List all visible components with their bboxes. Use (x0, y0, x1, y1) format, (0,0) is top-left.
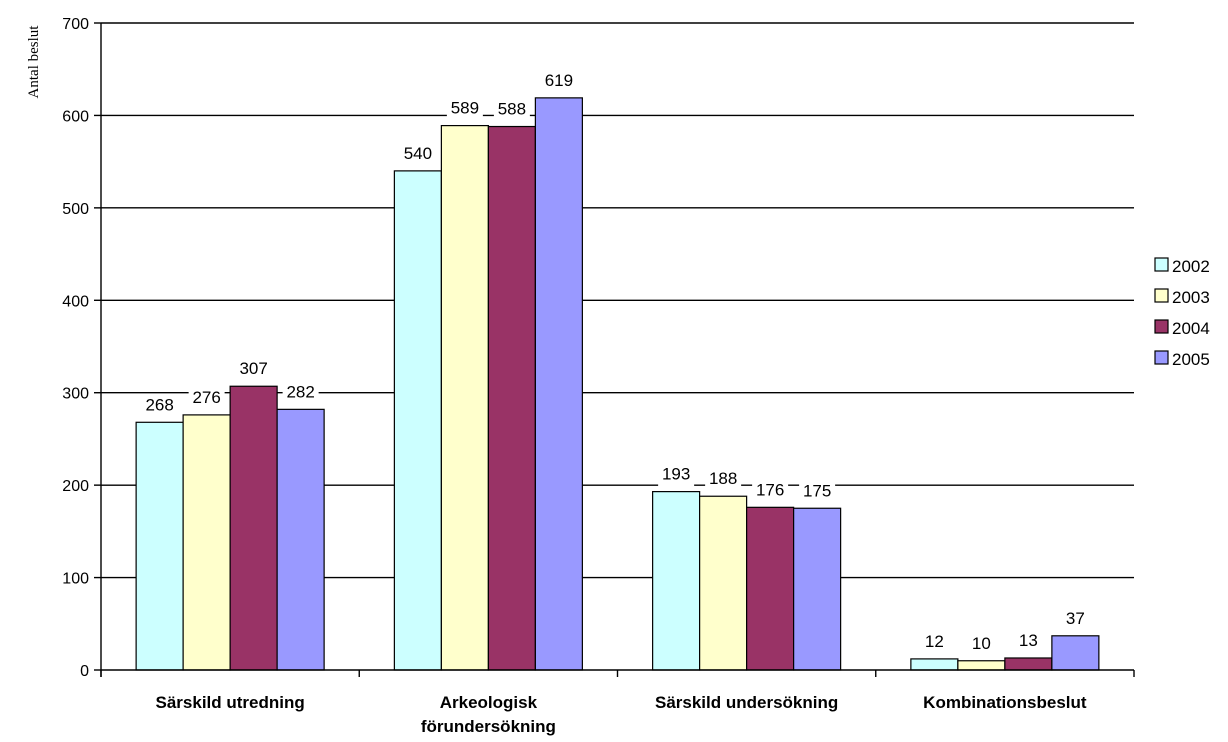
data-label-bg (446, 98, 483, 121)
data-label: 276 (192, 388, 220, 407)
data-label: 307 (239, 359, 267, 378)
legend-label: 2002 (1172, 257, 1210, 276)
x-category-label: Särskild undersökning (655, 693, 838, 712)
bar-2004 (1004, 657, 1053, 671)
data-labels: 268 276 307 282 540 589 588 619 193 188 176 175 12 10… (141, 70, 1094, 656)
bar-2002 (910, 658, 959, 671)
y-tick-label: 600 (62, 108, 89, 125)
bar-2003 (699, 495, 748, 671)
x-category-label: Kombinationsbeslut (923, 693, 1087, 712)
bar-2005 (534, 97, 583, 671)
data-label: 10 (972, 634, 991, 653)
bar-2002 (393, 170, 442, 671)
bar-2002 (135, 421, 184, 671)
data-label-bg (493, 99, 530, 122)
y-tick-label: 200 (62, 478, 89, 495)
bar-2005 (1051, 635, 1100, 671)
x-category-label: Särskild utredning (156, 693, 305, 712)
data-label-bg (540, 70, 577, 93)
data-label-bg (705, 469, 742, 492)
data-label: 282 (286, 382, 314, 401)
data-label: 589 (451, 99, 479, 118)
data-label-bg (1010, 630, 1047, 653)
legend: 2002 2003 2004 2005 (1154, 257, 1210, 369)
legend-swatch-2004 (1154, 319, 1169, 334)
bar-2005 (276, 408, 325, 671)
axes (94, 22, 1135, 677)
bar-2004 (229, 385, 278, 671)
bar-2003 (957, 660, 1006, 671)
x-category-label: förundersökning (421, 717, 556, 736)
bar-2004 (746, 506, 795, 671)
data-label: 175 (803, 481, 831, 500)
data-label-bg (1057, 608, 1094, 631)
legend-label: 2003 (1172, 288, 1210, 307)
data-label-bg (399, 143, 436, 166)
data-label: 268 (145, 395, 173, 414)
bars (135, 97, 1100, 671)
y-tick-labels: 0 100 200 300 400 500 600 700 (62, 16, 89, 680)
legend-swatch-2005 (1154, 350, 1169, 365)
data-label-bg (658, 464, 695, 487)
data-label: 13 (1019, 631, 1038, 650)
data-label-bg (282, 382, 319, 405)
y-tick-label: 0 (80, 663, 89, 680)
bar-2005 (793, 507, 842, 671)
bar-2002 (652, 491, 701, 671)
data-label: 188 (709, 469, 737, 488)
data-label: 588 (498, 100, 526, 119)
data-label-bg (141, 395, 178, 418)
y-tick-label: 700 (62, 16, 89, 33)
data-label-bg (235, 359, 272, 382)
data-label-bg (963, 633, 1000, 656)
bar-2004 (487, 125, 536, 671)
data-label-bg (916, 631, 953, 654)
data-label: 193 (662, 465, 690, 484)
y-tick-label: 300 (62, 386, 89, 403)
y-axis-label: Antal beslut (26, 25, 42, 99)
data-label-bg (188, 387, 225, 410)
data-label-bg (752, 480, 789, 503)
x-category-label: Arkeologisk (440, 693, 538, 712)
data-label: 12 (925, 632, 944, 651)
data-label: 540 (404, 144, 432, 163)
y-tick-label: 400 (62, 293, 89, 310)
data-label: 619 (545, 71, 573, 90)
bar-2003 (182, 414, 231, 671)
x-category-labels: Särskild utredning Arkeologisk förundersök… (156, 693, 1087, 736)
bar-2003 (440, 124, 489, 671)
data-label-bg (799, 481, 836, 504)
legend-label: 2005 (1172, 350, 1210, 369)
y-tick-label: 100 (62, 571, 89, 588)
data-label: 37 (1066, 609, 1085, 628)
legend-swatch-2003 (1154, 288, 1169, 303)
data-label: 176 (756, 480, 784, 499)
legend-swatch-2002 (1154, 257, 1169, 272)
y-tick-label: 500 (62, 201, 89, 218)
legend-label: 2004 (1172, 319, 1210, 338)
